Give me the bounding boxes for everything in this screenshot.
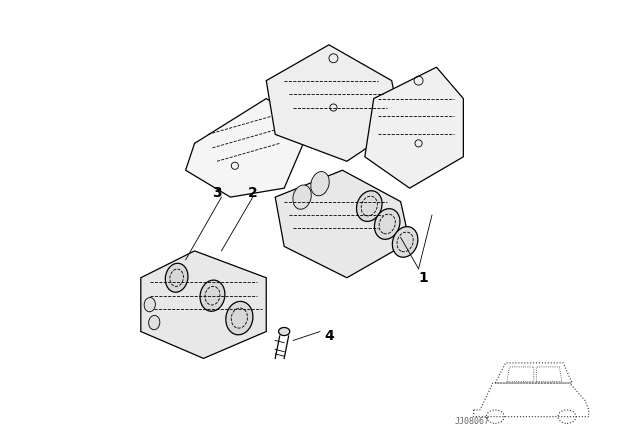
Ellipse shape bbox=[165, 263, 188, 292]
Text: 4: 4 bbox=[324, 329, 334, 343]
Polygon shape bbox=[275, 170, 410, 278]
Ellipse shape bbox=[356, 191, 382, 221]
Ellipse shape bbox=[374, 209, 400, 239]
Ellipse shape bbox=[293, 185, 311, 209]
Polygon shape bbox=[365, 67, 463, 188]
Polygon shape bbox=[186, 99, 311, 197]
Text: 3: 3 bbox=[212, 185, 222, 200]
Ellipse shape bbox=[392, 227, 418, 257]
Polygon shape bbox=[266, 45, 401, 161]
Text: 2: 2 bbox=[248, 185, 258, 200]
Text: 1: 1 bbox=[418, 271, 428, 285]
Polygon shape bbox=[141, 251, 266, 358]
Ellipse shape bbox=[144, 297, 156, 312]
Ellipse shape bbox=[200, 280, 225, 311]
Ellipse shape bbox=[278, 327, 290, 336]
Ellipse shape bbox=[311, 172, 329, 196]
Ellipse shape bbox=[226, 302, 253, 335]
Ellipse shape bbox=[148, 315, 160, 330]
Text: JJ08067: JJ08067 bbox=[455, 417, 490, 426]
